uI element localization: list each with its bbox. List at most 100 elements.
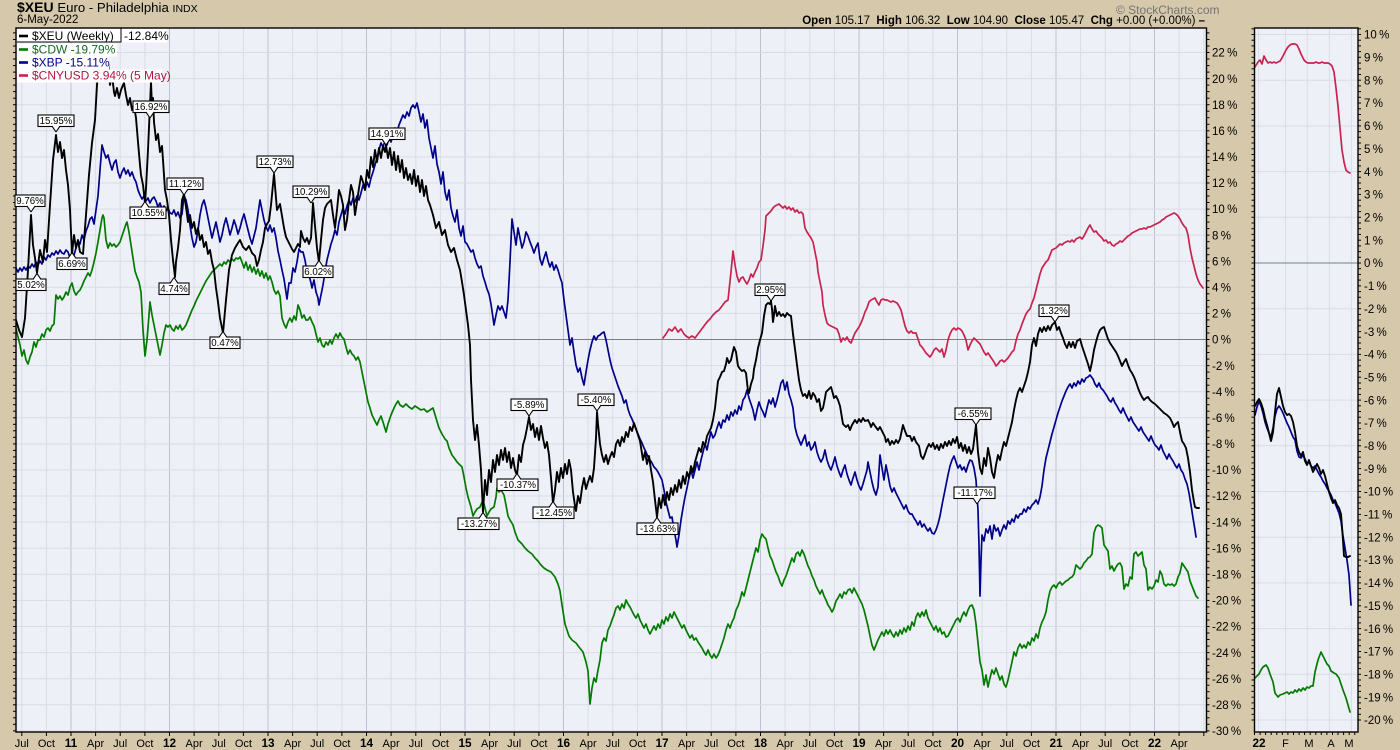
svg-text:-10.37%: -10.37%	[500, 480, 536, 491]
svg-text:12.73%: 12.73%	[259, 157, 292, 168]
svg-text:-24 %: -24 %	[1212, 648, 1241, 660]
svg-text:2 %: 2 %	[1364, 213, 1383, 225]
svg-text:Oct: Oct	[629, 738, 646, 750]
svg-text:-19 %: -19 %	[1364, 692, 1393, 704]
svg-text:16.92%: 16.92%	[135, 102, 168, 113]
svg-text:-3 %: -3 %	[1364, 327, 1387, 339]
svg-text:-14 %: -14 %	[1364, 578, 1393, 590]
svg-text:Apr: Apr	[1072, 738, 1089, 750]
svg-text:$XBP -15.11%: $XBP -15.11%	[32, 56, 110, 70]
svg-text:4 %: 4 %	[1364, 167, 1383, 179]
svg-text:6.02%: 6.02%	[304, 267, 332, 278]
svg-text:-22 %: -22 %	[1212, 622, 1241, 634]
svg-text:-8 %: -8 %	[1364, 441, 1387, 453]
svg-text:Oct: Oct	[136, 738, 153, 750]
svg-text:-1 %: -1 %	[1364, 281, 1387, 293]
svg-text:22: 22	[1252, 736, 1266, 750]
svg-text:0 %: 0 %	[1364, 258, 1383, 270]
svg-text:18 %: 18 %	[1212, 100, 1237, 112]
svg-text:Oct: Oct	[38, 738, 55, 750]
svg-text:9 %: 9 %	[1364, 53, 1383, 65]
svg-text:1 %: 1 %	[1364, 235, 1383, 247]
svg-text:6.69%: 6.69%	[58, 259, 86, 270]
svg-text:-14 %: -14 %	[1212, 517, 1241, 529]
svg-text:Oct: Oct	[727, 738, 744, 750]
svg-text:Apr: Apr	[580, 738, 597, 750]
svg-text:12 %: 12 %	[1212, 178, 1237, 190]
svg-text:14: 14	[360, 736, 374, 750]
svg-text:10.29%: 10.29%	[295, 187, 328, 198]
svg-text:Apr: Apr	[777, 738, 794, 750]
svg-text:2.95%: 2.95%	[756, 285, 784, 296]
svg-text:11.12%: 11.12%	[169, 179, 202, 190]
svg-text:-26 %: -26 %	[1212, 674, 1241, 686]
svg-text:0 %: 0 %	[1212, 335, 1231, 347]
svg-text:-16 %: -16 %	[1364, 624, 1393, 636]
svg-text:Oct: Oct	[1121, 738, 1138, 750]
svg-text:-7 %: -7 %	[1364, 418, 1387, 430]
svg-text:Jul: Jul	[901, 738, 915, 750]
svg-text:-18 %: -18 %	[1212, 570, 1241, 582]
svg-text:Jul: Jul	[1000, 738, 1014, 750]
svg-text:A: A	[1327, 738, 1335, 750]
svg-text:Jul: Jul	[15, 738, 29, 750]
svg-text:Apr: Apr	[1171, 738, 1188, 750]
svg-text:Jul: Jul	[1098, 738, 1112, 750]
svg-text:-28 %: -28 %	[1212, 700, 1241, 712]
svg-text:$CNYUSD 3.94% (5 May): $CNYUSD 3.94% (5 May)	[32, 69, 171, 83]
svg-text:22 %: 22 %	[1212, 48, 1237, 60]
svg-text:-20 %: -20 %	[1364, 715, 1393, 727]
svg-text:Jul: Jul	[803, 738, 817, 750]
svg-text:Jul: Jul	[704, 738, 718, 750]
svg-text:-30 %: -30 %	[1212, 726, 1241, 738]
svg-text:Jul: Jul	[606, 738, 620, 750]
svg-text:19: 19	[852, 736, 866, 750]
svg-text:-5.89%: -5.89%	[514, 400, 545, 411]
svg-text:-6 %: -6 %	[1212, 413, 1235, 425]
svg-text:Oct: Oct	[432, 738, 449, 750]
svg-text:Apr: Apr	[678, 738, 695, 750]
svg-text:17: 17	[655, 736, 669, 750]
svg-text:-10 %: -10 %	[1364, 487, 1393, 499]
svg-text:Apr: Apr	[481, 738, 498, 750]
svg-text:8 %: 8 %	[1212, 230, 1231, 242]
svg-text:Jul: Jul	[507, 738, 521, 750]
svg-text:-13 %: -13 %	[1364, 555, 1393, 567]
svg-text:-6.55%: -6.55%	[958, 409, 989, 420]
svg-text:5.02%: 5.02%	[17, 280, 45, 291]
svg-text:F: F	[1282, 738, 1289, 750]
svg-text:-8 %: -8 %	[1212, 439, 1235, 451]
svg-text:12: 12	[163, 736, 177, 750]
svg-text:-15 %: -15 %	[1364, 601, 1393, 613]
svg-text:13: 13	[261, 736, 275, 750]
svg-text:Apr: Apr	[875, 738, 892, 750]
svg-text:Apr: Apr	[284, 738, 301, 750]
svg-text:20 %: 20 %	[1212, 74, 1237, 86]
svg-text:-10 %: -10 %	[1212, 465, 1241, 477]
svg-text:-13.63%: -13.63%	[640, 524, 676, 535]
svg-text:Jul: Jul	[212, 738, 226, 750]
svg-text:-12 %: -12 %	[1212, 491, 1241, 503]
svg-text:10 %: 10 %	[1212, 204, 1237, 216]
svg-text:-6 %: -6 %	[1364, 395, 1387, 407]
svg-text:$XEU (Weekly): $XEU (Weekly)	[32, 29, 114, 43]
svg-text:0.47%: 0.47%	[211, 338, 239, 349]
svg-text:-12 %: -12 %	[1364, 532, 1393, 544]
svg-text:Oct: Oct	[1023, 738, 1040, 750]
svg-text:11: 11	[65, 736, 78, 750]
svg-text:6 %: 6 %	[1364, 121, 1383, 133]
svg-text:-20 %: -20 %	[1212, 596, 1241, 608]
svg-text:Apr: Apr	[383, 738, 400, 750]
svg-text:-18 %: -18 %	[1364, 670, 1393, 682]
svg-text:Oct: Oct	[333, 738, 350, 750]
svg-text:-11.17%: -11.17%	[957, 488, 993, 499]
svg-text:7 %: 7 %	[1364, 98, 1383, 110]
svg-text:4 %: 4 %	[1212, 283, 1231, 295]
svg-text:$CDW -19.79%: $CDW -19.79%	[32, 43, 116, 57]
svg-text:22: 22	[1148, 736, 1162, 750]
svg-text:-11 %: -11 %	[1364, 510, 1392, 522]
svg-text:Apr: Apr	[186, 738, 203, 750]
svg-text:Jul: Jul	[113, 738, 127, 750]
svg-text:-4 %: -4 %	[1364, 350, 1387, 362]
svg-text:Jul: Jul	[409, 738, 423, 750]
